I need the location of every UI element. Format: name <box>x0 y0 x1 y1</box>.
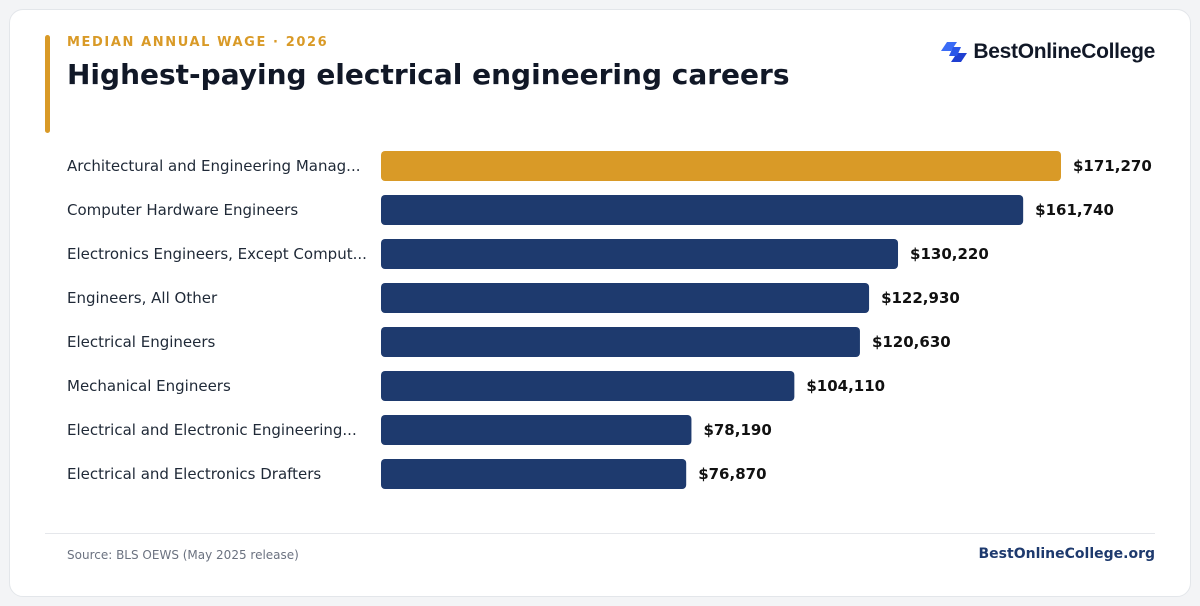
bar-chart: Architectural and Engineering Manag... $1… <box>67 151 1152 489</box>
category-label: Electronics Engineers, Except Comput... <box>67 245 367 263</box>
category-label: Architectural and Engineering Manag... <box>67 157 360 175</box>
chart-kicker: MEDIAN ANNUAL WAGE · 2026 <box>67 35 329 50</box>
bar <box>381 195 1024 225</box>
chart-title: Highest-paying electrical engineering ca… <box>67 58 790 91</box>
source-note: Source: BLS OEWS (May 2025 release) <box>67 548 299 562</box>
category-label: Electrical and Electronic Engineering... <box>67 421 357 439</box>
bar <box>381 415 692 445</box>
brand-logo: BestOnlineCollege <box>941 40 1155 64</box>
bar <box>381 459 687 489</box>
brand-name: BestOnlineCollege <box>973 40 1155 63</box>
bar <box>381 371 795 401</box>
value-label: $161,740 <box>1035 201 1114 219</box>
category-label: Engineers, All Other <box>67 289 218 307</box>
value-label: $120,630 <box>872 333 951 351</box>
value-label: $78,190 <box>703 421 771 439</box>
category-label: Electrical Engineers <box>67 333 216 351</box>
value-label: $122,930 <box>881 289 960 307</box>
bar <box>381 327 860 357</box>
footer-site-name: BestOnlineCollege.org <box>978 546 1155 562</box>
value-label: $130,220 <box>910 245 989 263</box>
bar <box>381 239 899 269</box>
bar <box>381 283 870 313</box>
category-label: Electrical and Electronics Drafters <box>67 465 321 483</box>
category-label: Mechanical Engineers <box>67 377 231 395</box>
bar <box>381 151 1061 181</box>
value-label: $104,110 <box>806 377 885 395</box>
value-label: $76,870 <box>698 465 766 483</box>
category-label: Computer Hardware Engineers <box>67 201 298 219</box>
bestonlinecollege-logo-icon <box>941 42 968 62</box>
value-label: $171,270 <box>1073 157 1152 175</box>
footer-divider <box>45 533 1155 534</box>
title-accent-bar <box>45 35 50 133</box>
chart-card: MEDIAN ANNUAL WAGE · 2026 Highest-paying… <box>9 9 1191 597</box>
